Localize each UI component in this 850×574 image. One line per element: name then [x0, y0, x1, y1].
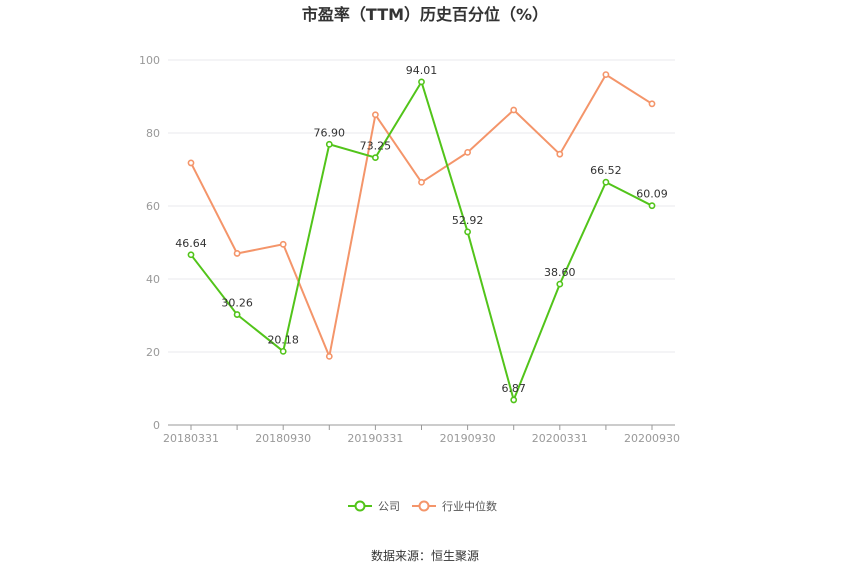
data-label: 6.87 [501, 382, 526, 395]
data-point-company [648, 202, 656, 210]
data-point-company [510, 396, 518, 404]
data-point-industry-median [187, 159, 195, 167]
data-point-company [371, 154, 379, 162]
y-tick-label: 40 [146, 273, 160, 286]
data-point-industry-median [418, 178, 425, 186]
grid [168, 59, 675, 353]
data-point-industry-median [556, 150, 564, 158]
data-point-industry-median [648, 100, 656, 108]
y-tick-label: 0 [153, 419, 160, 432]
data-point-industry-median [371, 111, 379, 119]
legend-label-industry-median: 行业中位数 [442, 499, 497, 513]
x-tick-label: 20190331 [347, 432, 403, 445]
data-label: 46.64 [175, 237, 207, 250]
data-point-industry-median [325, 352, 333, 360]
data-point-company [279, 347, 287, 355]
data-point-company [556, 280, 564, 288]
y-tick-label: 80 [146, 127, 160, 140]
data-label: 38.60 [544, 266, 576, 279]
data-label: 66.52 [590, 164, 622, 177]
data-point-industry-median [602, 71, 610, 78]
x-tick-label: 20200331 [532, 432, 588, 445]
data-point-industry-median [464, 148, 471, 156]
data-point-industry-median [510, 106, 518, 114]
y-tick-label: 100 [139, 54, 160, 67]
data-point-company [464, 228, 471, 236]
data-point-company [187, 251, 195, 259]
y-axis: 0 20 40 60 80 100 [139, 54, 160, 432]
data-point-industry-median [233, 250, 241, 257]
x-axis: 20180331 20180930 20190331 20190930 20200331… [163, 424, 680, 445]
data-labels: 46.64 30.26 20.18 76.90 73.25 94.01 52.92 6.87 3… [175, 64, 668, 395]
x-tick-label: 20200930 [624, 432, 680, 445]
legend-marker-industry-median [418, 500, 430, 512]
data-label: 76.90 [314, 126, 346, 139]
y-tick-label: 20 [146, 346, 160, 359]
x-tick-label: 20190930 [440, 432, 496, 445]
data-label: 20.18 [267, 333, 299, 346]
data-point-company [233, 311, 241, 318]
x-tick-label: 20180930 [255, 432, 311, 445]
data-label: 30.26 [221, 297, 253, 310]
y-tick-label: 60 [146, 200, 160, 213]
data-point-company [418, 78, 425, 86]
data-point-company [325, 140, 333, 148]
legend-label-company: 公司 [378, 500, 400, 513]
chart-title: 市盈率（TTM）历史百分位（%） [302, 5, 548, 24]
data-label: 60.09 [636, 188, 668, 201]
series-points [187, 71, 656, 404]
data-label: 73.25 [360, 140, 392, 153]
data-point-industry-median [279, 240, 287, 248]
data-label: 52.92 [452, 214, 484, 227]
x-tick-label: 20180331 [163, 432, 219, 445]
data-point-company [602, 178, 610, 186]
legend-item-industry-median[interactable]: 行业中位数 [412, 499, 497, 513]
legend[interactable]: 公司 行业中位数 [348, 499, 497, 513]
legend-item-company[interactable]: 公司 [348, 500, 400, 513]
series-lines [190, 73, 653, 404]
source-note: 数据来源：恒生聚源 [371, 548, 479, 563]
legend-marker-company [354, 500, 366, 512]
data-label: 94.01 [406, 64, 438, 77]
series-line-industry-median [190, 73, 653, 360]
